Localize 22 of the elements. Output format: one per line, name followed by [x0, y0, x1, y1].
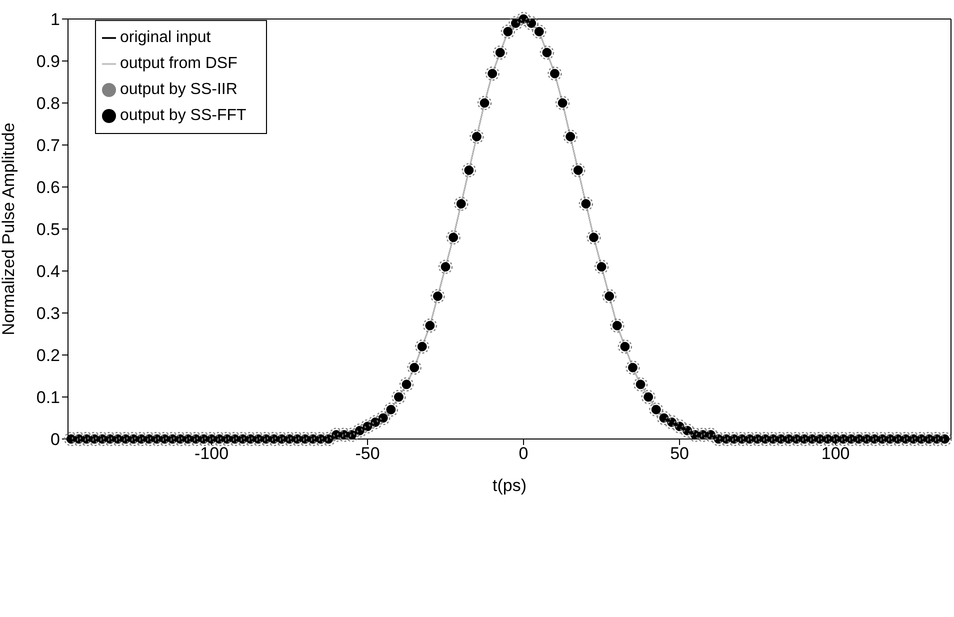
y-tick-label: 0.5 [36, 220, 60, 240]
legend-label: output from DSF [120, 55, 238, 72]
x-axis-title: t(ps) [492, 476, 526, 495]
y-axis-title: Normalized Pulse Amplitude [0, 122, 18, 336]
y-tick-label: 0.6 [36, 178, 60, 198]
y-tick-label: 0.4 [36, 262, 60, 282]
y-tick-label: 0.9 [36, 52, 60, 72]
x-tick-label: 50 [670, 444, 690, 464]
legend-label: output by SS-IIR [120, 81, 238, 98]
y-tick-label: 0.8 [36, 94, 60, 114]
y-tick-label: 0.7 [36, 136, 60, 156]
legend-label: output by SS-FFT [120, 107, 246, 124]
y-tick-label: 0.1 [36, 388, 60, 408]
x-tick-label: 100 [821, 444, 850, 464]
x-tick-label: -100 [194, 444, 229, 464]
legend-label: original input [120, 29, 211, 46]
y-tick-label: 0.3 [36, 304, 60, 324]
x-tick-label: -50 [355, 444, 380, 464]
y-tick-label: 0.2 [36, 346, 60, 366]
y-tick-label: 1 [50, 10, 60, 30]
x-tick-label: 0 [518, 444, 528, 464]
y-tick-label: 0 [50, 430, 60, 450]
